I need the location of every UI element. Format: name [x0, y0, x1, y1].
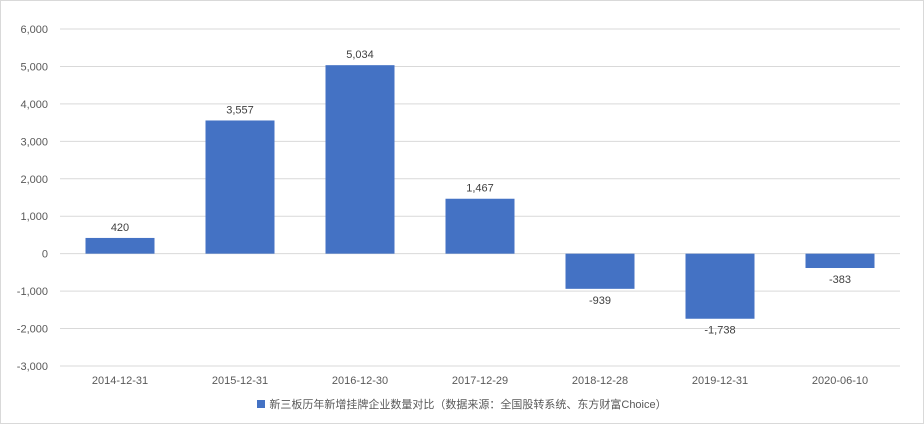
y-tick-label: -1,000 — [17, 286, 48, 298]
x-tick-label: 2016-12-30 — [332, 375, 388, 387]
data-label: -1,738 — [704, 325, 735, 337]
y-tick-label: 4,000 — [20, 99, 48, 111]
y-tick-label: 0 — [42, 249, 48, 261]
y-tick-label: -3,000 — [17, 361, 48, 373]
data-label: -939 — [589, 295, 611, 307]
legend-swatch — [257, 400, 266, 409]
data-label: 5,034 — [346, 49, 374, 61]
data-label: 3,557 — [226, 104, 254, 116]
bar — [565, 253, 635, 289]
y-tick-label: 1,000 — [20, 211, 48, 223]
data-label: 420 — [111, 222, 129, 234]
y-tick-label: 3,000 — [20, 136, 48, 148]
x-tick-label: 2020-06-10 — [812, 375, 868, 387]
x-tick-label: 2014-12-31 — [92, 375, 148, 387]
bar — [805, 253, 875, 269]
bar — [205, 120, 275, 254]
y-tick-label: 2,000 — [20, 174, 48, 186]
y-tick-label: 5,000 — [20, 61, 48, 73]
x-tick-label: 2019-12-31 — [692, 375, 748, 387]
bar — [85, 237, 155, 254]
x-tick-label: 2015-12-31 — [212, 375, 268, 387]
x-tick-label: 2017-12-29 — [452, 375, 508, 387]
bar — [325, 65, 395, 254]
bar — [685, 253, 755, 319]
legend: 新三板历年新增挂牌企业数量对比（数据来源：全国股转系统、东方财富Choice） — [0, 396, 924, 412]
legend-label: 新三板历年新增挂牌企业数量对比（数据来源：全国股转系统、东方财富Choice） — [269, 399, 667, 411]
x-tick-label: 2018-12-28 — [572, 375, 628, 387]
y-tick-label: 6,000 — [20, 24, 48, 36]
bar — [445, 198, 515, 254]
data-label: 1,467 — [466, 183, 494, 195]
data-label: -383 — [829, 274, 851, 286]
y-tick-label: -2,000 — [17, 324, 48, 336]
